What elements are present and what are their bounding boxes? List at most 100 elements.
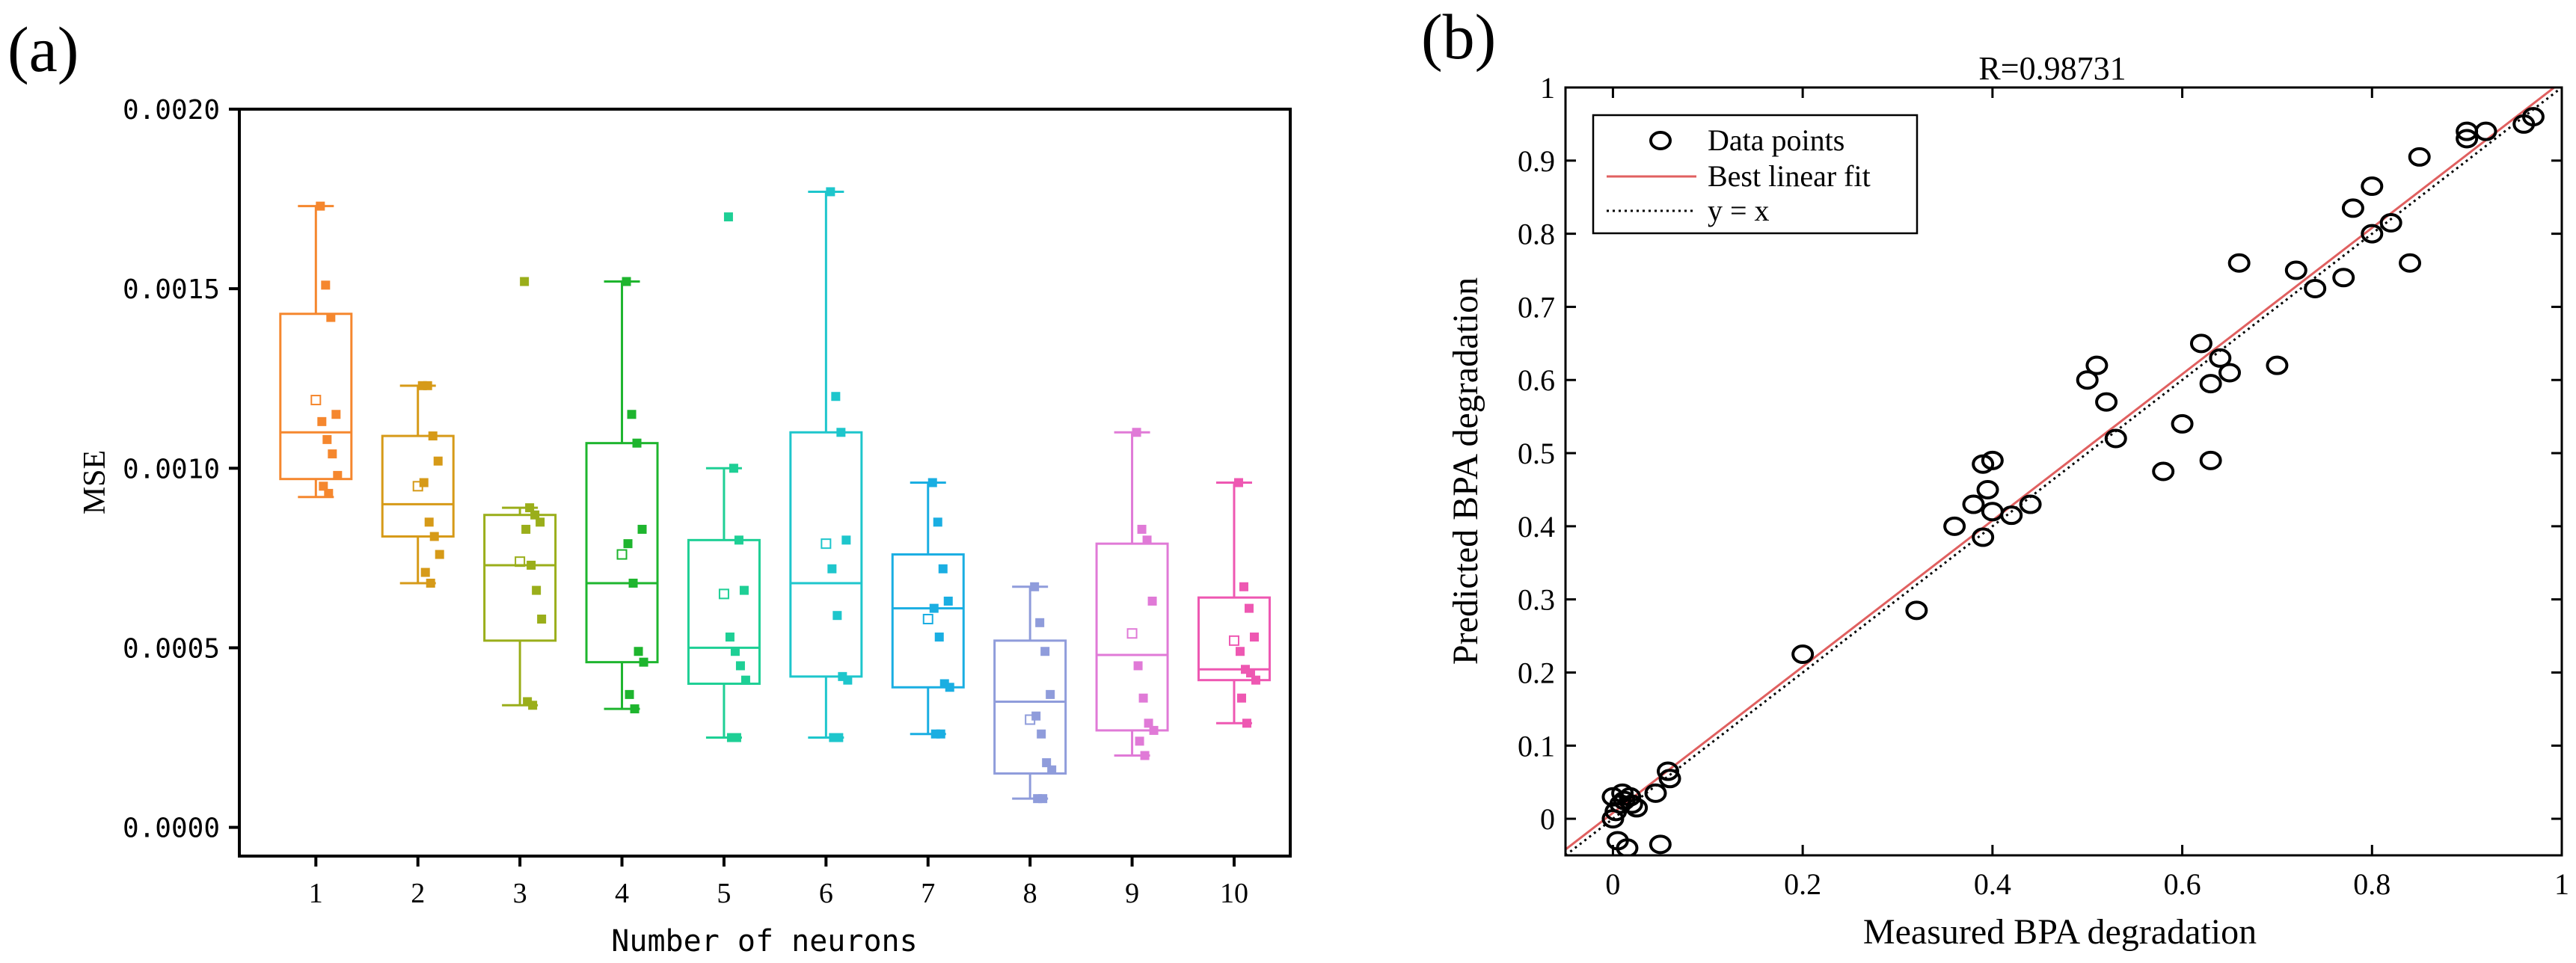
data-point [1137,524,1147,534]
data-point-circle [2361,224,2384,244]
data-point [321,280,331,290]
data-point [943,596,953,606]
data-point [1245,668,1255,678]
data-point [532,585,542,595]
data-point [423,381,432,390]
data-point [326,313,336,322]
data-point [1138,693,1148,703]
mean-marker [922,614,933,625]
panel-b-title: R=0.98731 [1978,50,2126,87]
data-point [723,212,733,222]
data-point [1135,736,1144,746]
data-point-circle [1972,527,1995,547]
data-point [841,535,851,545]
data-point-circle [1943,516,1966,536]
mean-marker [1126,628,1138,639]
data-point-circle [2152,461,2175,482]
x-tick-label: 9 [1125,878,1139,909]
panel-b-x-axis-label: Measured BPA degradation [1863,912,2257,952]
y-tick-label: 0.4 [1518,510,1555,544]
data-point-circle [2218,363,2241,383]
x-tick-label: 0 [1605,867,1620,901]
data-point [843,675,853,685]
data-point [530,510,540,520]
y-tick-label: 0.7 [1518,290,1555,324]
best-linear-fit-line [1565,87,2557,851]
data-point-circle [1625,798,1649,818]
y-tick-label: 0.3 [1518,583,1555,617]
data-point-circle [2209,348,2232,368]
mean-marker [1228,635,1239,646]
data-point [1242,719,1251,728]
data-point [622,277,631,286]
data-point [426,578,435,588]
data-point [1142,535,1152,545]
data-point-circle [1976,479,1999,499]
data-point [826,187,835,197]
data-point-circle [1616,838,1639,855]
panel-a-plot-frame [238,108,1292,858]
box-group-9 [1095,428,1169,760]
y-tick-label: 0 [1540,802,1555,836]
data-point [732,733,741,742]
y-tick-label: 0.1 [1518,729,1555,763]
box-iqr [789,431,863,678]
panel-a-x-axis-ticks: 1 2 3 4 5 6 7 8 9 10 [309,856,1248,909]
data-point [945,683,954,692]
y-tick-label: 0.2 [1518,656,1555,689]
box-iqr [381,434,455,538]
x-tick-label: 0.6 [2164,867,2201,901]
x-tick-label: 10 [1220,878,1248,909]
y-tick-label: 0.0020 [123,95,220,126]
data-point [834,733,844,742]
data-point [1239,582,1248,591]
data-point [419,478,429,487]
box-iqr [891,553,965,689]
data-point [1031,711,1041,721]
data-point-circle [1620,794,1643,814]
data-point-circle [1619,787,1642,807]
data-point [435,550,444,559]
data-point [627,410,637,419]
box-group-1 [279,201,353,499]
panel-b-y-axis-label: Predicted BPA degradation [1446,277,1485,665]
y-tick-label: 0.8 [1518,218,1555,251]
x-tick-label: 4 [615,878,629,909]
data-point [734,535,743,545]
box-iqr [687,538,761,685]
data-point [536,517,545,527]
data-point [632,438,642,448]
data-point-circle [2085,355,2109,375]
data-point-circle [2189,333,2212,354]
y-tick-label: 0.9 [1518,144,1555,178]
data-point-circle [1981,450,2004,470]
data-point [933,517,942,527]
legend-label: Best linear fit [1708,159,1871,193]
data-point [628,578,638,588]
data-point-circle [2379,212,2402,233]
y-tick-label: 0.5 [1518,437,1555,470]
panel-a-plot-content [279,187,1271,804]
x-tick-label: 7 [921,878,935,909]
panel-b-x-axis-ticks: 0 0.2 0.4 0.6 0.8 1 [1605,87,2569,901]
data-point-circle [2019,494,2042,514]
legend-marker-circle [1649,131,1672,150]
data-point [927,478,937,487]
data-point [1233,478,1243,487]
data-point [1132,428,1141,437]
data-point [1046,689,1055,699]
x-tick-label: 0.2 [1784,867,1821,901]
data-point-circle [2199,450,2222,470]
panel-b-label: (b) [1421,1,1496,73]
data-point [429,532,439,541]
data-point-circle [2095,392,2118,412]
panel-a-label: (a) [7,13,79,85]
box-group-8 [993,582,1067,804]
data-point [1149,725,1159,735]
data-point [827,564,837,573]
box-iqr [279,313,353,481]
data-point-circle [2104,428,2127,449]
data-point [319,482,328,491]
data-point [729,464,738,473]
